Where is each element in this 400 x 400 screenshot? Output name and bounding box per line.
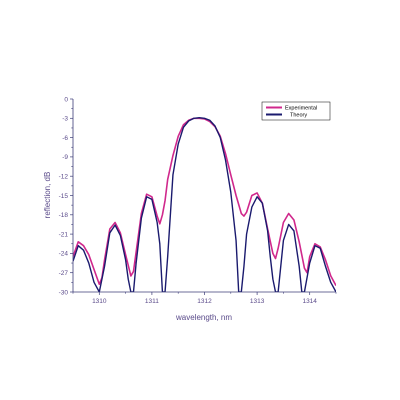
x-tick-label: 1313 xyxy=(250,298,265,305)
legend-label-theory: Theory xyxy=(290,113,307,119)
x-tick-label: 1312 xyxy=(197,298,212,305)
y-tick-label: -27 xyxy=(59,270,69,277)
y-tick-label: -18 xyxy=(59,212,69,219)
y-ticks: 0 -3 -6 -9 -12 -15 -18 -21 -24 -27 -30 xyxy=(59,96,73,296)
y-tick-label: -6 xyxy=(62,135,68,142)
series-layer xyxy=(73,116,336,292)
x-ticks: 1310 1311 1312 1313 1314 xyxy=(72,292,337,305)
y-tick-label: -15 xyxy=(59,193,69,200)
legend: Experimental Theory xyxy=(261,101,331,121)
y-axis-title: reflection, dB xyxy=(43,172,52,219)
y-tick-label: -12 xyxy=(59,174,69,181)
x-tick-label: 1311 xyxy=(145,298,159,305)
x-tick-label: 1314 xyxy=(302,298,317,305)
legend-label-experimental: Experimental xyxy=(285,106,317,112)
y-tick-label: 0 xyxy=(64,96,68,103)
x-axis-title: wavelength, nm xyxy=(175,313,232,322)
y-tick-label: -21 xyxy=(59,231,69,238)
y-tick-label: -9 xyxy=(62,154,68,161)
y-tick-label: -30 xyxy=(59,289,69,296)
y-tick-label: -24 xyxy=(59,251,69,258)
y-tick-label: -3 xyxy=(62,116,68,123)
x-tick-label: 1310 xyxy=(92,298,107,305)
series-line-theory xyxy=(73,116,336,292)
